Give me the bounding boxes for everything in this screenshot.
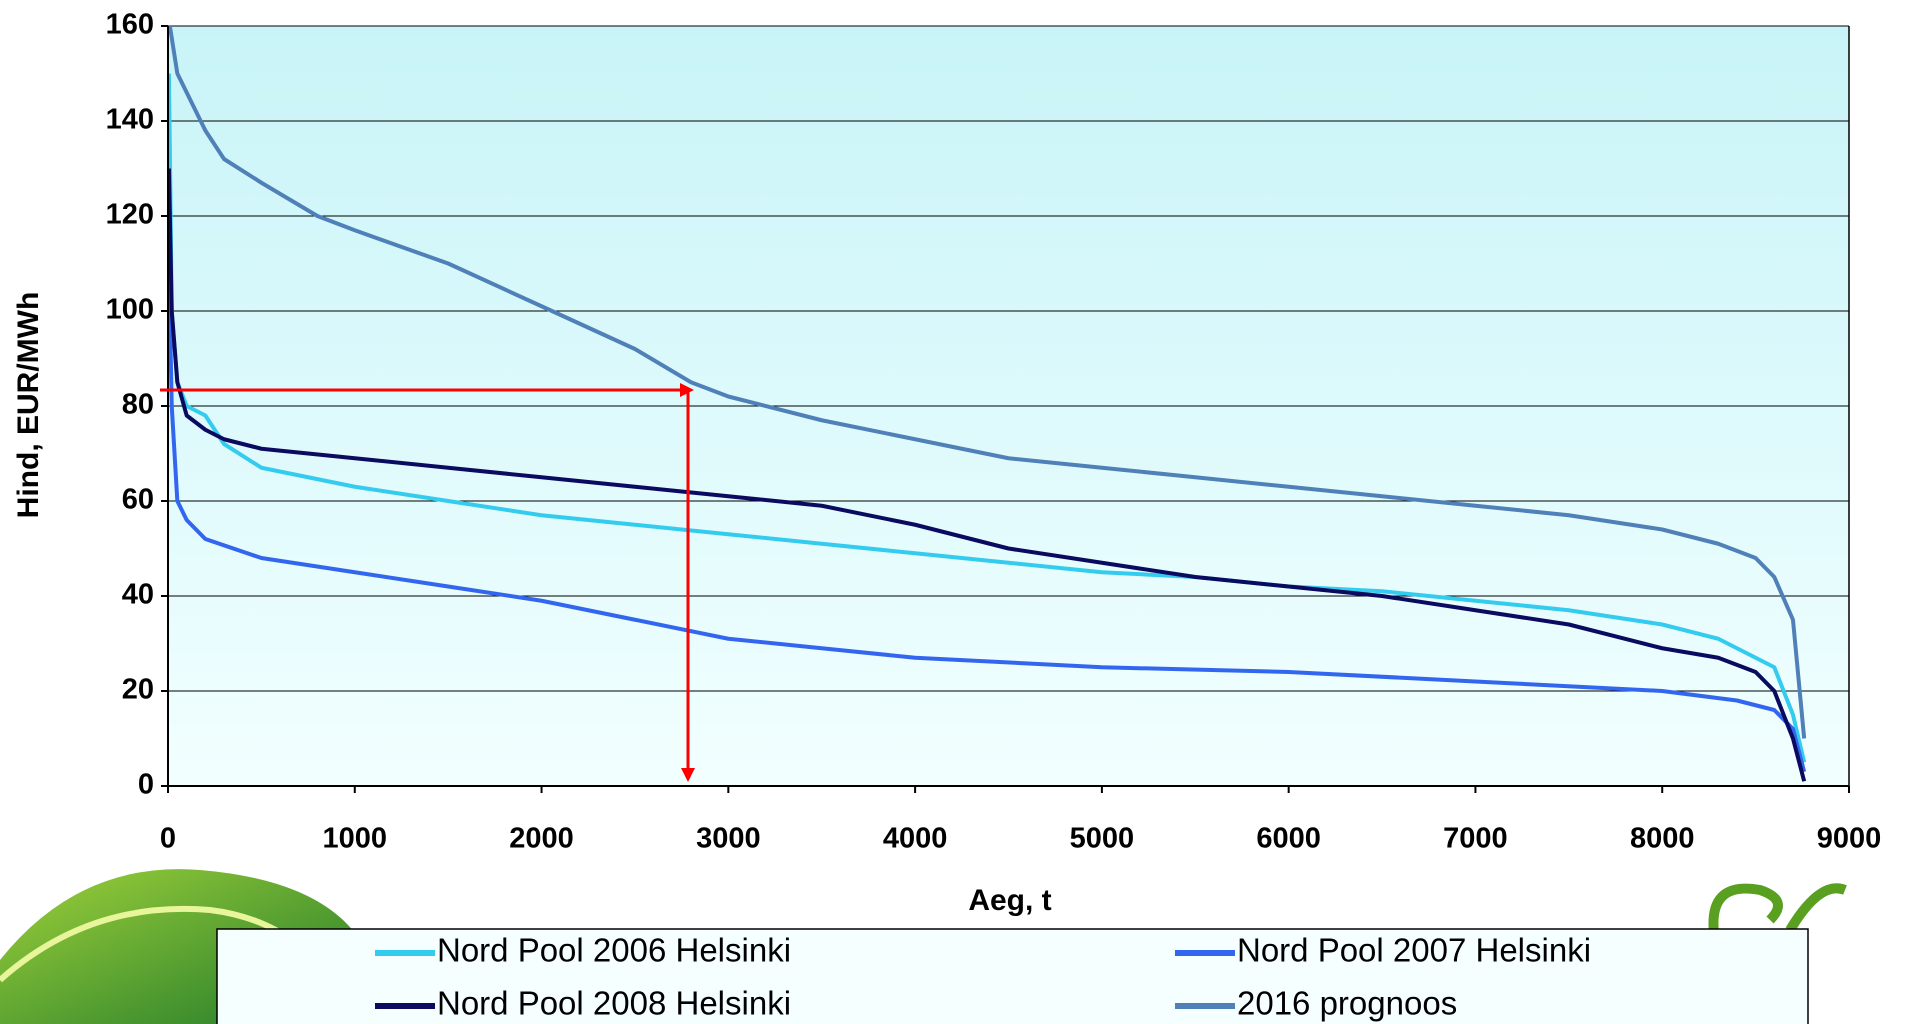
- x-tick-label: 2000: [509, 823, 574, 855]
- x-tick-label: 1000: [323, 823, 388, 855]
- y-tick-label: 120: [106, 199, 154, 231]
- x-tick-label: 8000: [1630, 823, 1695, 855]
- x-tick-label: 4000: [883, 823, 948, 855]
- legend-label: Nord Pool 2008 Helsinki: [437, 985, 791, 1022]
- y-tick-label: 20: [122, 674, 154, 706]
- y-tick-label: 160: [106, 9, 154, 41]
- y-tick-label: 0: [138, 769, 154, 801]
- x-tick-label: 6000: [1256, 823, 1321, 855]
- legend-label: Nord Pool 2007 Helsinki: [1237, 932, 1591, 969]
- x-tick-label: 3000: [696, 823, 761, 855]
- legend-label: Nord Pool 2006 Helsinki: [437, 932, 791, 969]
- x-tick-label: 0: [160, 823, 176, 855]
- chart: Aeg, t Hind, EUR/MWh Nord Pool 2006 Hels…: [0, 0, 1908, 1024]
- x-tick-label: 7000: [1443, 823, 1508, 855]
- y-tick-label: 40: [122, 579, 154, 611]
- x-tick-label: 5000: [1070, 823, 1135, 855]
- y-axis-title: Hind, EUR/MWh: [12, 292, 45, 519]
- x-tick-label: 9000: [1817, 823, 1882, 855]
- y-tick-label: 100: [106, 294, 154, 326]
- y-tick-label: 140: [106, 104, 154, 136]
- legend-label: 2016 prognoos: [1237, 985, 1457, 1022]
- x-axis-title: Aeg, t: [968, 884, 1051, 917]
- y-tick-label: 60: [122, 484, 154, 516]
- y-tick-label: 80: [122, 389, 154, 421]
